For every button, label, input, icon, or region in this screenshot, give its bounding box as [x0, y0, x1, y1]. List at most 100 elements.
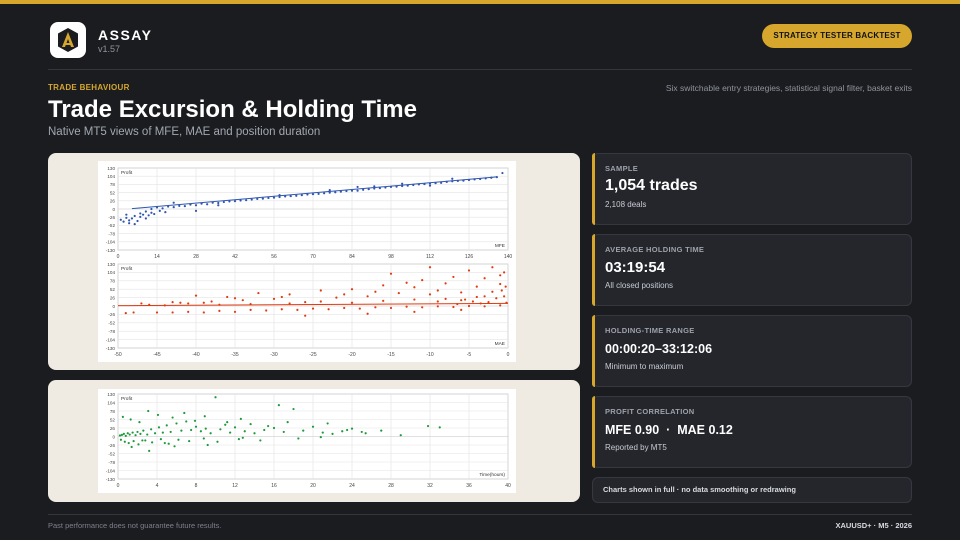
data-point: [356, 189, 359, 192]
data-point: [179, 301, 182, 304]
data-point: [417, 183, 420, 186]
y-tick-label: -78: [108, 460, 115, 465]
data-point: [339, 190, 342, 193]
excursion-plots-panel: 0 14 28 42 56 70 84 98 112 126 140 130 104 78 52 26 0 -26…: [98, 161, 516, 362]
data-point: [136, 430, 139, 434]
data-point: [350, 301, 354, 304]
data-point: [243, 430, 246, 433]
x-tick-label: 14: [154, 254, 160, 260]
data-point: [175, 422, 178, 425]
y-tick-label: 78: [110, 182, 116, 187]
data-point: [171, 311, 174, 314]
data-point: [259, 439, 262, 442]
data-point: [382, 284, 385, 287]
data-point: [125, 213, 128, 216]
data-point: [150, 207, 153, 211]
data-point: [421, 279, 424, 282]
data-point: [217, 201, 220, 205]
data-point: [374, 306, 377, 309]
data-point: [144, 217, 147, 220]
data-point: [277, 404, 280, 407]
data-point: [153, 432, 157, 435]
y-tick-label: 78: [110, 409, 116, 414]
x-tick-label: 42: [232, 254, 238, 260]
data-point: [436, 300, 439, 303]
data-point: [224, 423, 227, 426]
data-point: [438, 426, 441, 429]
data-point: [219, 428, 222, 431]
x-tick-label: 84: [349, 254, 355, 260]
x-tick-label: 98: [388, 254, 394, 260]
data-point: [413, 286, 416, 289]
data-point: [499, 282, 502, 286]
x-tick-label: 24: [349, 483, 355, 489]
data-point: [384, 186, 387, 189]
data-point: [139, 432, 142, 435]
data-point: [364, 432, 367, 435]
data-point: [358, 307, 361, 310]
page-subtitle: Native MT5 views of MFE, MAE and positio…: [48, 126, 321, 138]
data-point: [495, 297, 498, 300]
x-tick-label: 36: [466, 483, 472, 489]
x-tick-label: -15: [387, 352, 394, 358]
data-point: [343, 293, 346, 296]
data-point: [132, 439, 135, 443]
y-tick-label: -78: [108, 329, 115, 334]
data-point: [462, 179, 465, 182]
strategy-tester-badge[interactable]: STRATEGY TESTER BACKTEST: [762, 24, 912, 48]
data-point: [202, 301, 205, 304]
stat-card-holding-range: HOLDING-TIME RANGE 00:00:20–33:12:06 Min…: [592, 315, 912, 387]
stat-accent-bar: [592, 396, 595, 468]
data-point: [122, 220, 125, 223]
data-point: [401, 182, 404, 185]
data-point: [141, 213, 145, 216]
data-point: [483, 277, 486, 280]
data-point: [155, 311, 159, 314]
data-point: [267, 424, 270, 428]
data-point: [471, 300, 474, 303]
data-point: [151, 441, 154, 444]
y-tick-label: -26: [108, 443, 115, 448]
data-point: [272, 426, 276, 430]
x-axis-label: Time(hours): [479, 472, 505, 478]
data-point: [203, 415, 206, 418]
data-point: [163, 304, 166, 307]
data-point: [272, 297, 276, 300]
data-point: [360, 430, 363, 434]
data-point: [194, 204, 198, 207]
y-tick-label: -52: [108, 321, 115, 326]
data-point: [464, 298, 467, 301]
x-tick-label: 20: [310, 483, 316, 489]
y-tick-label: 26: [110, 199, 116, 204]
data-point: [389, 272, 393, 275]
y-tick-label: 0: [112, 207, 115, 212]
holding-time-plot-panel: 0 4 8 12 16 20 24 28 32 36 40 130 104 78 52 26 0 -26 -52 -7…: [98, 389, 516, 493]
data-point: [428, 184, 432, 187]
data-point: [233, 200, 237, 203]
x-tick-label: -10: [426, 352, 433, 358]
data-point: [150, 211, 153, 214]
data-point: [139, 212, 142, 215]
data-point: [428, 266, 432, 269]
data-point: [331, 432, 334, 435]
top-accent-bar: [0, 0, 960, 4]
data-point: [222, 200, 225, 204]
x-tick-label: -35: [231, 352, 238, 358]
brand-name: ASSAY: [98, 27, 153, 43]
mfe-scatter-chart: 0 14 28 42 56 70 84 98 112 126 140 130 104 78 52 26 0 -26…: [106, 166, 513, 260]
data-point: [452, 275, 455, 279]
data-point: [199, 430, 202, 433]
y-tick-label: 52: [110, 287, 116, 292]
stat-note: Minimum to maximum: [605, 362, 684, 371]
x-tick-label: 56: [271, 254, 277, 260]
data-point: [177, 438, 180, 441]
x-tick-label: -40: [192, 352, 199, 358]
data-point: [475, 295, 478, 299]
data-point: [209, 432, 212, 435]
data-point: [280, 295, 283, 299]
data-point: [128, 222, 131, 225]
data-point: [473, 178, 476, 181]
version-label: v1.57: [98, 44, 121, 54]
data-point: [263, 428, 266, 432]
y-axis-label: Profit: [121, 170, 133, 176]
